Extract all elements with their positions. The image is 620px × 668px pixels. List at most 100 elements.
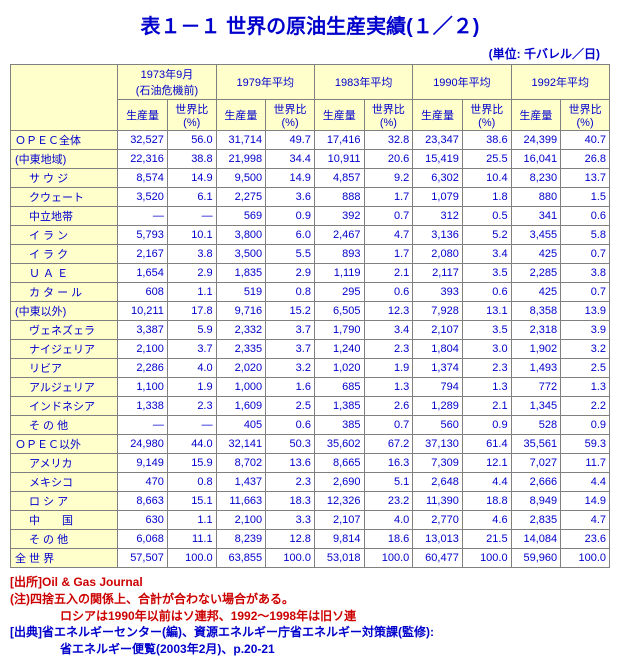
- cell: 14.9: [266, 169, 315, 188]
- row-label: アメリカ: [11, 454, 118, 473]
- cell: 5,793: [118, 226, 168, 245]
- table-row: 全 世 界57,507100.063,855100.053,018100.060…: [11, 549, 610, 568]
- cell: 2.1: [364, 264, 413, 283]
- cell: 4.7: [364, 226, 413, 245]
- cell: 34.4: [266, 150, 315, 169]
- cell: 425: [511, 283, 561, 302]
- period-header: 1973年9月(石油危機前): [118, 65, 216, 100]
- row-label: インドネシア: [11, 397, 118, 416]
- row-label: サ ウ ジ: [11, 169, 118, 188]
- cell: 26.8: [561, 150, 610, 169]
- row-label: ＯＰＥＣ以外: [11, 435, 118, 454]
- cell: 32,527: [118, 131, 168, 150]
- cell: 3,387: [118, 321, 168, 340]
- cell: 13.1: [462, 302, 511, 321]
- col-share: 世界比(%): [364, 100, 413, 131]
- cell: 24,399: [511, 131, 561, 150]
- cell: 2,318: [511, 321, 561, 340]
- cell: 15,419: [413, 150, 463, 169]
- cell: 21.5: [462, 530, 511, 549]
- cell: 18.8: [462, 492, 511, 511]
- table-row: そ の 他――4050.63850.75600.95280.9: [11, 416, 610, 435]
- cell: 560: [413, 416, 463, 435]
- cell: 60,477: [413, 549, 463, 568]
- cell: 2,107: [314, 511, 364, 530]
- cell: ―: [118, 207, 168, 226]
- cell: 425: [511, 245, 561, 264]
- cell: 61.4: [462, 435, 511, 454]
- cell: 100.0: [167, 549, 216, 568]
- table-row: インドネシア1,3382.31,6092.51,3852.61,2892.11,…: [11, 397, 610, 416]
- cell: 3.9: [561, 321, 610, 340]
- cell: 56.0: [167, 131, 216, 150]
- cell: 385: [314, 416, 364, 435]
- col-share: 世界比(%): [266, 100, 315, 131]
- cell: 4.4: [561, 473, 610, 492]
- table-row: イ ラ ク2,1673.83,5005.58931.72,0803.44250.…: [11, 245, 610, 264]
- cell: 1,902: [511, 340, 561, 359]
- row-label: メキシコ: [11, 473, 118, 492]
- cell: 7,309: [413, 454, 463, 473]
- cell: 15.2: [266, 302, 315, 321]
- cell: 1,289: [413, 397, 463, 416]
- cell: 4.4: [462, 473, 511, 492]
- cell: 9,149: [118, 454, 168, 473]
- table-title: 表１－１ 世界の原油生産実績(１／２): [10, 10, 610, 39]
- cell: 15.1: [167, 492, 216, 511]
- citation-line: 省エネルギー便覧(2003年2月)、p.20-21: [10, 641, 610, 658]
- cell: 4.6: [462, 511, 511, 530]
- table-row: アメリカ9,14915.98,70213.68,66516.37,30912.1…: [11, 454, 610, 473]
- cell: 40.7: [561, 131, 610, 150]
- cell: 3.7: [167, 340, 216, 359]
- cell: 1.5: [561, 188, 610, 207]
- cell: 0.7: [561, 245, 610, 264]
- cell: 38.6: [462, 131, 511, 150]
- cell: 3.8: [561, 264, 610, 283]
- cell: 685: [314, 378, 364, 397]
- cell: 3.6: [266, 188, 315, 207]
- cell: 3,500: [216, 245, 266, 264]
- cell: 32,141: [216, 435, 266, 454]
- cell: 1,493: [511, 359, 561, 378]
- cell: 8,230: [511, 169, 561, 188]
- cell: 0.8: [266, 283, 315, 302]
- col-prod: 生産量: [118, 100, 168, 131]
- cell: 6.0: [266, 226, 315, 245]
- row-label: ナイジェリア: [11, 340, 118, 359]
- cell: 13,013: [413, 530, 463, 549]
- cell: 2.2: [561, 397, 610, 416]
- cell: 12,326: [314, 492, 364, 511]
- cell: 519: [216, 283, 266, 302]
- cell: 2.1: [462, 397, 511, 416]
- cell: 2,835: [511, 511, 561, 530]
- cell: 1,835: [216, 264, 266, 283]
- cell: 15.9: [167, 454, 216, 473]
- cell: 2,690: [314, 473, 364, 492]
- cell: 1.3: [561, 378, 610, 397]
- cell: 11.7: [561, 454, 610, 473]
- cell: 13.7: [561, 169, 610, 188]
- cell: 5.9: [167, 321, 216, 340]
- cell: 7,928: [413, 302, 463, 321]
- cell: 2,770: [413, 511, 463, 530]
- cell: 772: [511, 378, 561, 397]
- cell: 11.1: [167, 530, 216, 549]
- cell: 2.6: [364, 397, 413, 416]
- unit-label: (単位: 千バレル／日): [10, 45, 610, 62]
- cell: 100.0: [462, 549, 511, 568]
- cell: 5.8: [561, 226, 610, 245]
- cell: 14.9: [561, 492, 610, 511]
- col-share: 世界比(%): [462, 100, 511, 131]
- cell: 4.7: [561, 511, 610, 530]
- cell: 1,119: [314, 264, 364, 283]
- table-row: Ｕ Ａ Ｅ1,6542.91,8352.91,1192.12,1173.52,2…: [11, 264, 610, 283]
- cell: 8,665: [314, 454, 364, 473]
- cell: 8,574: [118, 169, 168, 188]
- col-share: 世界比(%): [167, 100, 216, 131]
- cell: 38.8: [167, 150, 216, 169]
- cell: 3,455: [511, 226, 561, 245]
- table-row: ヴェネズェラ3,3875.92,3323.71,7903.42,1073.52,…: [11, 321, 610, 340]
- row-label: 中 国: [11, 511, 118, 530]
- table-row: サ ウ ジ8,57414.99,50014.94,8579.26,30210.4…: [11, 169, 610, 188]
- cell: 8,358: [511, 302, 561, 321]
